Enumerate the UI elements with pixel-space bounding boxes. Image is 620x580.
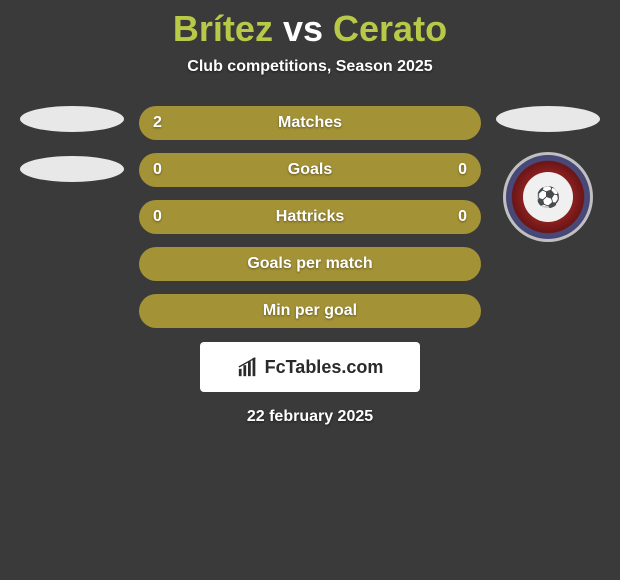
title-vs: vs	[283, 8, 323, 49]
avatar-right-column: ⚽	[496, 106, 600, 242]
player-left-avatar	[20, 106, 124, 132]
avatar-left-column	[20, 106, 124, 182]
club-left-avatar	[20, 156, 124, 182]
stat-value-left: 2	[153, 114, 173, 132]
player-right-name: Cerato	[333, 8, 447, 49]
stat-bar-hattricks: 0 Hattricks 0	[139, 200, 481, 234]
stat-value-right: 0	[447, 208, 467, 226]
stat-bar-goals-per-match: Goals per match	[139, 247, 481, 281]
stat-label: Goals per match	[247, 255, 372, 273]
stat-value-right: 0	[447, 161, 467, 179]
player-right-avatar	[496, 106, 600, 132]
main-container: Brítez vs Cerato Club competitions, Seas…	[0, 0, 620, 426]
stat-label: Min per goal	[263, 302, 357, 320]
fctables-logo-box: FcTables.com	[200, 342, 420, 392]
stat-bar-min-per-goal: Min per goal	[139, 294, 481, 328]
page-title: Brítez vs Cerato	[0, 8, 620, 50]
stats-container: 2 Matches 0 Goals 0 0 Hattricks 0 Goals …	[0, 106, 620, 328]
stat-bar-goals: 0 Goals 0	[139, 153, 481, 187]
date-text: 22 february 2025	[0, 408, 620, 426]
stats-bars: 2 Matches 0 Goals 0 0 Hattricks 0 Goals …	[139, 106, 481, 328]
player-left-name: Brítez	[173, 8, 273, 49]
stat-label: Hattricks	[276, 208, 344, 226]
stat-label: Goals	[288, 161, 332, 179]
fctables-logo-text: FcTables.com	[265, 357, 384, 378]
stat-value-left: 0	[153, 161, 173, 179]
chart-icon	[237, 356, 259, 378]
club-right-badge: ⚽	[503, 152, 593, 242]
subtitle: Club competitions, Season 2025	[0, 58, 620, 76]
stat-label: Matches	[278, 114, 342, 132]
stat-value-left: 0	[153, 208, 173, 226]
club-badge-inner: ⚽	[523, 172, 573, 222]
stat-bar-matches: 2 Matches	[139, 106, 481, 140]
